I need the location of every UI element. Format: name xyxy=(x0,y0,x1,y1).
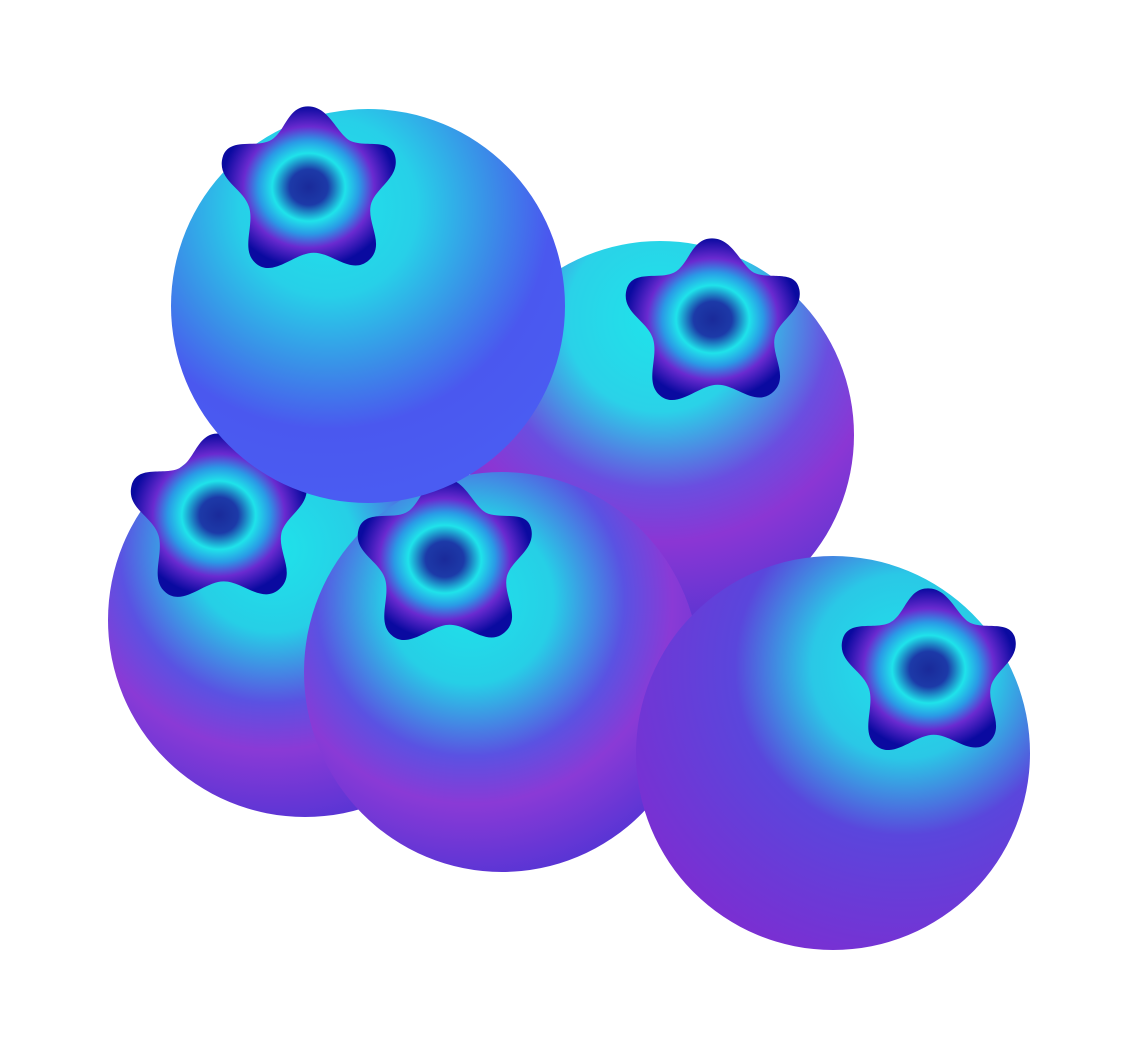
berry-bottom-right xyxy=(636,556,1030,950)
berry-top-left xyxy=(171,106,565,503)
berry-center-front xyxy=(304,472,700,872)
